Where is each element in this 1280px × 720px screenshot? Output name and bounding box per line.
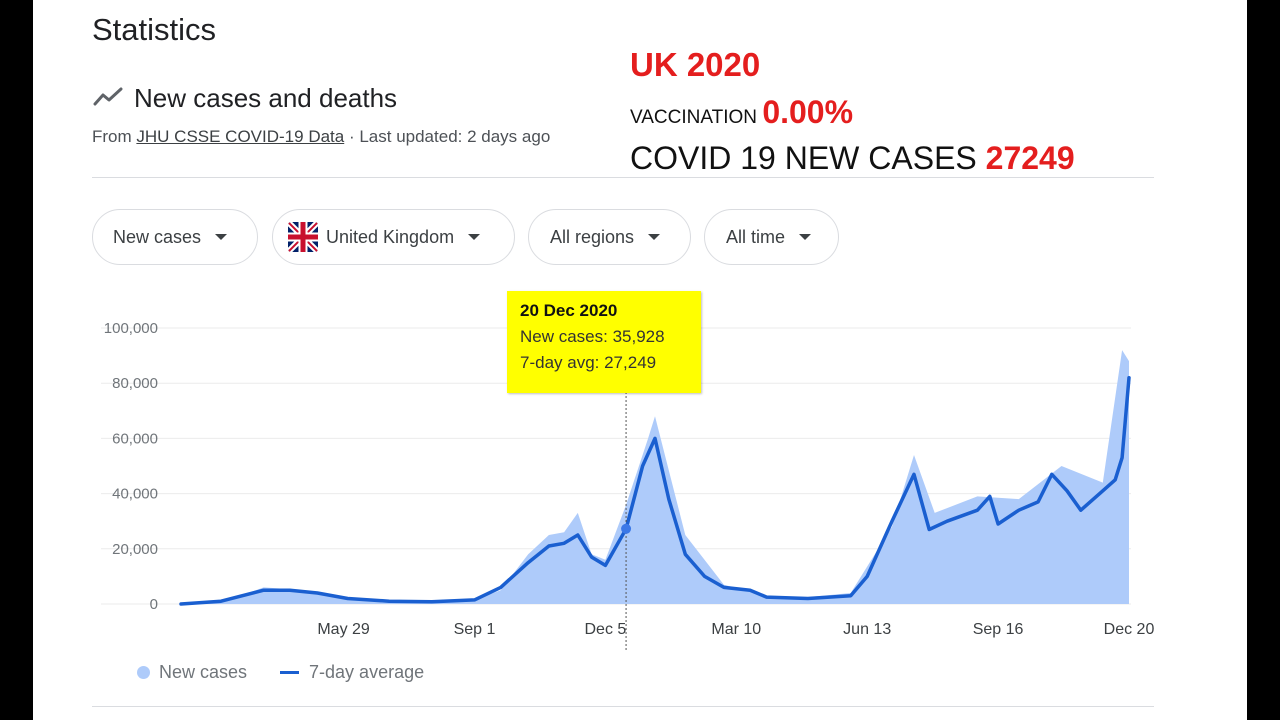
- chart-tooltip: 20 Dec 2020 New cases: 35,928 7-day avg:…: [507, 291, 701, 393]
- source-link[interactable]: JHU CSSE COVID-19 Data: [136, 127, 345, 146]
- y-tick-label: 20,000: [112, 541, 158, 558]
- vaccination-label: VACCINATION: [630, 107, 763, 128]
- tooltip-avg: 7-day avg: 27,249: [520, 353, 657, 372]
- metric-dropdown[interactable]: New cases: [92, 209, 258, 265]
- annotation-new-cases: COVID 19 NEW CASES 27249: [630, 140, 1075, 177]
- y-tick-label: 0: [150, 596, 158, 613]
- chart-legend: New cases 7-day average: [137, 662, 424, 683]
- tooltip-date: 20 Dec 2020: [520, 301, 618, 320]
- regions-dropdown[interactable]: All regions: [528, 209, 691, 265]
- source-prefix: From: [92, 127, 137, 146]
- x-tick-label: Dec 20: [1104, 621, 1155, 638]
- annotation-title: UK 2020: [630, 46, 761, 83]
- statistics-page: Statistics New cases and deaths From JHU…: [33, 0, 1247, 720]
- x-tick-label: Mar 10: [711, 621, 761, 638]
- tooltip-new-cases: New cases: 35,928: [520, 327, 665, 346]
- x-tick-label: Jun 13: [843, 621, 891, 638]
- caret-down-icon: [648, 234, 661, 240]
- uk-flag-icon: [288, 222, 318, 252]
- source-line: From JHU CSSE COVID-19 Data · Last updat…: [92, 127, 550, 147]
- new-cases-legend-marker: [137, 666, 150, 679]
- new-cases-legend-label: New cases: [159, 662, 248, 682]
- annotation-vaccination: VACCINATION 0.00%: [630, 94, 853, 131]
- country-dropdown[interactable]: United Kingdom: [272, 209, 515, 265]
- seven-day-average-line: [179, 375, 1131, 606]
- caret-down-icon: [468, 234, 481, 240]
- cases-chart[interactable]: 100,000 80,000 60,000 40,000 20,000 0 May 29 S…: [33, 280, 1247, 660]
- section-heading: New cases and deaths: [134, 83, 398, 113]
- divider: [92, 706, 1154, 707]
- new-cases-value: 27249: [985, 140, 1075, 176]
- y-tick-label: 80,000: [112, 375, 158, 392]
- new-cases-label: COVID 19 NEW CASES: [630, 140, 986, 176]
- page-title: Statistics: [92, 12, 217, 47]
- y-tick-label: 60,000: [112, 430, 158, 447]
- avg-legend-label: 7-day average: [309, 662, 425, 682]
- x-axis-labels: May 29 Sep 1 Dec 5 Mar 10 Jun 13 Sep 16 Dec 20: [317, 621, 1154, 638]
- caret-down-icon: [799, 234, 812, 240]
- time-range-dropdown-label: All time: [726, 226, 786, 247]
- last-updated: · Last updated: 2 days ago: [344, 127, 551, 146]
- y-axis-labels: 100,000 80,000 60,000 40,000 20,000 0: [104, 320, 158, 613]
- x-tick-label: Dec 5: [584, 621, 626, 638]
- trend-icon: [93, 87, 123, 106]
- time-range-dropdown[interactable]: All time: [704, 209, 839, 265]
- new-cases-bars: [181, 350, 1129, 604]
- x-tick-label: Sep 1: [454, 621, 496, 638]
- country-dropdown-label: United Kingdom: [326, 226, 455, 247]
- x-tick-label: Sep 16: [973, 621, 1024, 638]
- vaccination-value: 0.00%: [762, 94, 854, 130]
- y-tick-label: 100,000: [104, 320, 158, 337]
- divider: [92, 177, 1154, 178]
- regions-dropdown-label: All regions: [550, 226, 635, 247]
- metric-dropdown-label: New cases: [113, 226, 202, 247]
- caret-down-icon: [215, 234, 228, 240]
- x-tick-label: May 29: [317, 621, 370, 638]
- hover-point: [621, 523, 632, 534]
- avg-legend-marker: [280, 671, 300, 674]
- y-tick-label: 40,000: [112, 486, 158, 503]
